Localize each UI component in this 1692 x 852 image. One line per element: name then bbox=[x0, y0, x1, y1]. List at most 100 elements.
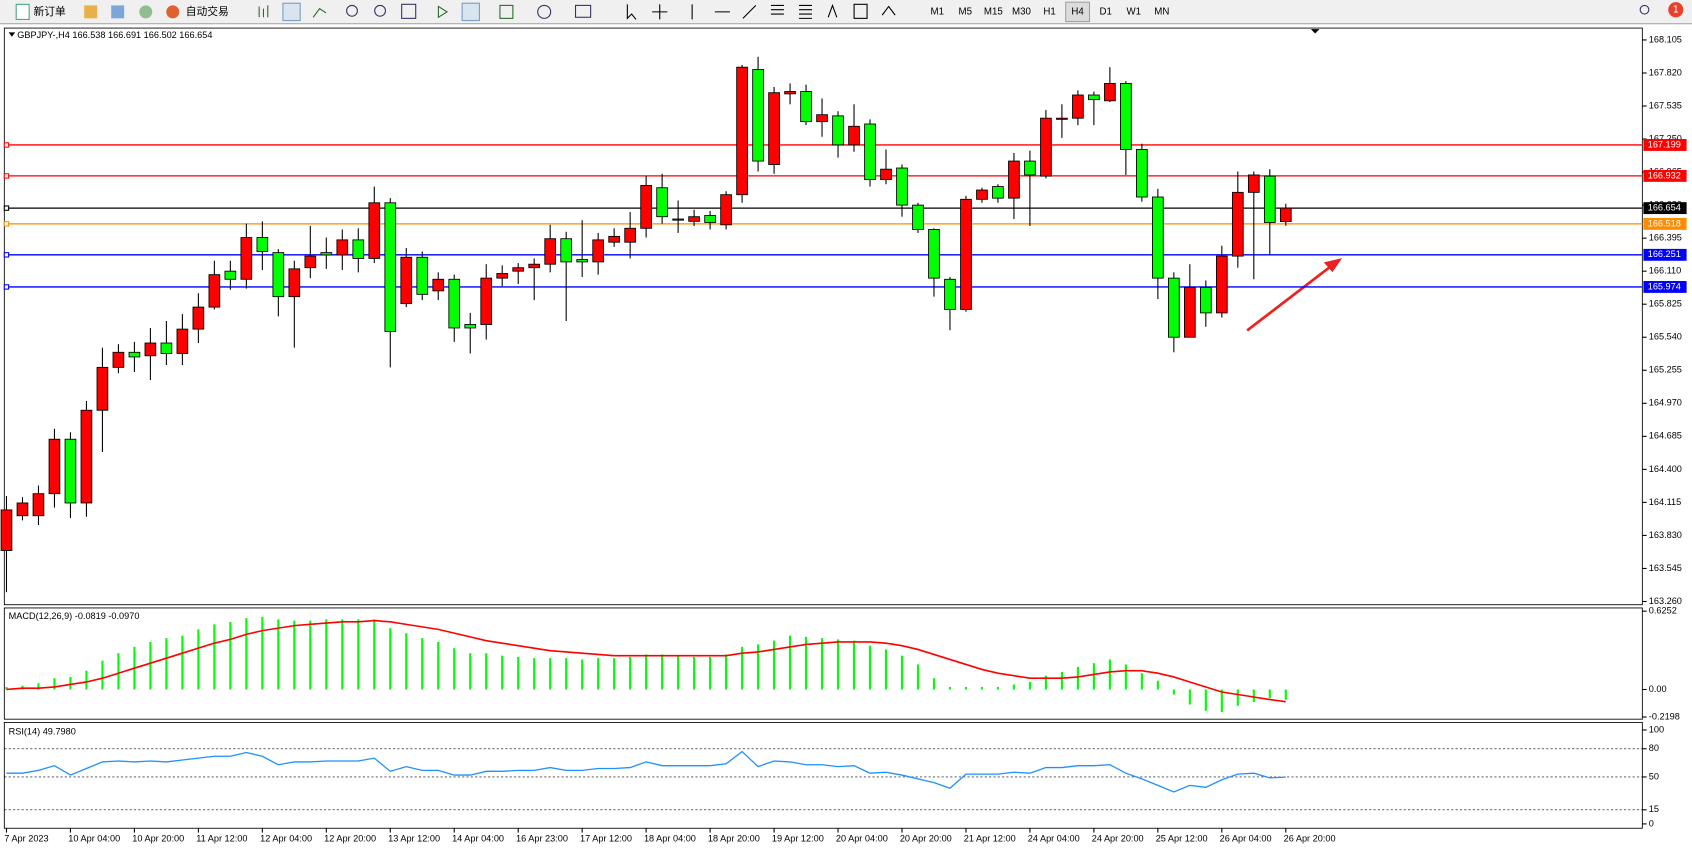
icon[interactable] bbox=[84, 5, 98, 19]
candle-body bbox=[1088, 94, 1100, 101]
candle-body bbox=[1120, 82, 1132, 150]
tile[interactable] bbox=[401, 3, 417, 19]
icon[interactable] bbox=[139, 5, 153, 19]
candle-body bbox=[816, 114, 828, 123]
y-tick-label: 163.545 bbox=[1649, 563, 1682, 573]
y-tick-label: 100 bbox=[1649, 724, 1664, 734]
candle-body bbox=[160, 342, 173, 354]
y-tick-label: 163.260 bbox=[1649, 596, 1682, 606]
channels[interactable] bbox=[770, 4, 784, 15]
y-tick-label: 164.400 bbox=[1649, 464, 1682, 474]
zoom-out[interactable] bbox=[374, 4, 387, 17]
shift-marker bbox=[1310, 29, 1320, 34]
candle-body bbox=[1104, 82, 1116, 102]
scroll[interactable] bbox=[437, 5, 449, 19]
candle-body bbox=[976, 189, 988, 200]
candle-icon[interactable] bbox=[282, 2, 301, 22]
candle-body bbox=[704, 215, 716, 223]
candle-body bbox=[1040, 117, 1052, 177]
level-label: 166.518 bbox=[1648, 218, 1681, 228]
candle-body bbox=[784, 91, 796, 95]
timeframe-button[interactable]: M5 bbox=[959, 6, 972, 17]
arrow-annotation bbox=[1246, 258, 1343, 332]
arrow-line bbox=[1246, 262, 1336, 332]
candle-body bbox=[576, 259, 588, 263]
new-order-icon[interactable] bbox=[15, 3, 30, 20]
icon[interactable] bbox=[111, 5, 125, 19]
candle-body bbox=[1024, 160, 1036, 176]
candle-body bbox=[608, 235, 620, 243]
search[interactable] bbox=[1639, 4, 1650, 15]
candle-body bbox=[832, 115, 844, 146]
label-tool[interactable] bbox=[853, 3, 868, 19]
timeframe-button[interactable]: W1 bbox=[1126, 6, 1141, 17]
signal-line bbox=[6, 619, 1286, 703]
bar-chart-icon[interactable] bbox=[258, 5, 269, 18]
candle-body bbox=[400, 256, 413, 305]
fibo[interactable] bbox=[799, 4, 812, 19]
candle-body bbox=[320, 252, 333, 256]
arrows[interactable] bbox=[881, 5, 896, 16]
panel-title: RSI(14) 49.7980 bbox=[9, 727, 76, 737]
text-tool[interactable] bbox=[827, 3, 838, 18]
candle-body bbox=[336, 239, 349, 256]
candle-body bbox=[1136, 149, 1148, 198]
y-tick-label: 0.6252 bbox=[1649, 606, 1677, 616]
y-tick-label: 164.970 bbox=[1649, 398, 1682, 408]
timeframe-button[interactable]: H4 bbox=[1071, 6, 1084, 17]
y-tick-label: 168.105 bbox=[1649, 34, 1682, 44]
indicators[interactable] bbox=[499, 4, 514, 19]
level-marker bbox=[3, 284, 10, 290]
timeframe-button[interactable]: M15 bbox=[984, 6, 1003, 17]
timeframe-button[interactable]: M30 bbox=[1012, 6, 1031, 17]
candle-body bbox=[592, 239, 604, 263]
candle-body bbox=[720, 194, 732, 226]
candle-body bbox=[1184, 286, 1196, 338]
zoom-in[interactable] bbox=[346, 4, 358, 17]
notification-count[interactable]: 1 bbox=[1673, 5, 1679, 16]
level-label-bg bbox=[1643, 280, 1687, 293]
timeframe-button[interactable]: D1 bbox=[1099, 6, 1111, 17]
macd-panel bbox=[3, 607, 1643, 720]
templates[interactable] bbox=[574, 4, 592, 18]
timeframe-button[interactable]: M1 bbox=[930, 6, 943, 17]
candle-body bbox=[736, 66, 748, 196]
notification-badge[interactable] bbox=[1668, 2, 1684, 18]
title-marker bbox=[8, 32, 16, 37]
candle-body bbox=[768, 92, 780, 165]
timeframe-button[interactable]: H1 bbox=[1043, 6, 1055, 17]
candle-body bbox=[656, 187, 668, 218]
candle-body bbox=[80, 409, 93, 504]
level-label: 165.974 bbox=[1648, 281, 1681, 291]
line-chart-icon[interactable] bbox=[312, 7, 327, 18]
toolbar-icons bbox=[258, 2, 1650, 22]
autoscroll[interactable] bbox=[461, 2, 480, 22]
x-tick-label: 10 Apr 04:00 bbox=[68, 833, 120, 843]
arrow-head bbox=[1323, 258, 1343, 273]
crosshair[interactable] bbox=[652, 4, 668, 20]
auto-trading-icon[interactable] bbox=[166, 5, 180, 19]
candle-body bbox=[960, 198, 972, 310]
candle-body bbox=[944, 278, 956, 310]
candle-body bbox=[640, 184, 652, 229]
candle-body bbox=[528, 263, 541, 269]
periods[interactable] bbox=[537, 4, 552, 19]
new-order-button[interactable]: 新订单 bbox=[33, 5, 66, 18]
panel-title: GBPJPY-,H4 166.538 166.691 166.502 166.6… bbox=[17, 30, 212, 40]
level-label: 166.932 bbox=[1648, 170, 1681, 180]
y-tick-label: 164.685 bbox=[1649, 431, 1682, 441]
toolbar: 新订单 自动交易 1 bbox=[0, 0, 1692, 25]
x-tick-label: 7 Apr 2023 bbox=[4, 833, 48, 843]
auto-trading-button[interactable]: 自动交易 bbox=[186, 5, 229, 18]
x-tick-label: 12 Apr 20:00 bbox=[324, 833, 376, 843]
active-timeframe-bg[interactable] bbox=[1065, 1, 1091, 23]
candle-body bbox=[1072, 94, 1084, 119]
draw-tools[interactable] bbox=[691, 4, 757, 20]
y-tick-label: 165.825 bbox=[1649, 299, 1682, 309]
candle-body bbox=[192, 306, 205, 330]
candle-body bbox=[96, 366, 109, 411]
timeframe-button[interactable]: MN bbox=[1154, 6, 1169, 17]
cursor[interactable] bbox=[626, 4, 637, 20]
